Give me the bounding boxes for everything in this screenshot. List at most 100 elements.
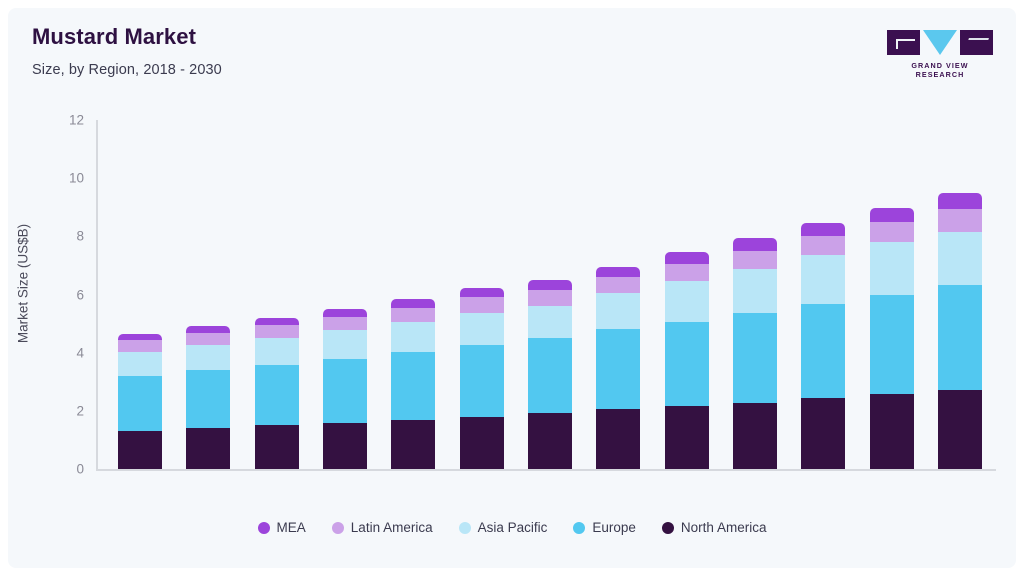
bar-segment-mea[interactable] [118,334,163,341]
bar-segment-europe[interactable] [869,294,914,394]
bar-segment-asia-pacific[interactable] [528,305,572,339]
bar-segment-north-america[interactable] [459,416,504,469]
bar-segment-asia-pacific[interactable] [596,293,641,330]
bar-segment-mea[interactable] [254,318,299,326]
bar-group[interactable]: 2029 [869,207,914,469]
bar-segment-europe[interactable] [391,352,436,421]
bar-segment-latin-america[interactable] [664,263,709,282]
stacked-bar[interactable]: $9.52030 [937,192,982,469]
legend-item-asia-pacific[interactable]: Asia Pacific [458,520,547,535]
bar-segment-mea[interactable] [323,308,368,317]
bar-segment-europe[interactable] [937,284,982,390]
bar-group[interactable]: 2021 [323,308,368,469]
bar-segment-north-america[interactable] [118,430,163,469]
logo-wordmark: GRAND VIEW RESEARCH [911,61,969,79]
bar-group[interactable]: 2023 [459,288,504,469]
bar-segment-asia-pacific[interactable] [664,281,709,322]
bar-segment-latin-america[interactable] [732,250,777,269]
bar-segment-north-america[interactable] [869,393,914,469]
bar-group[interactable]: $7.12025 [596,266,641,469]
bar-segment-europe[interactable] [801,303,846,399]
bar-segment-latin-america[interactable] [459,297,504,313]
legend-color-swatch-icon [661,521,674,534]
bar-segment-mea[interactable] [732,238,777,251]
stacked-bar[interactable]: 2026 [664,252,709,469]
bar-segment-europe[interactable] [664,321,709,407]
stacked-bar[interactable]: 2020 [254,318,299,469]
bar-segment-north-america[interactable] [732,402,777,469]
bar-segment-asia-pacific[interactable] [118,352,163,376]
bar-segment-mea[interactable] [459,288,504,298]
bar-segment-asia-pacific[interactable] [459,312,504,346]
stacked-bar[interactable]: 2027 [732,238,777,469]
bar-segment-latin-america[interactable] [801,236,846,256]
bar-group[interactable]: 2027 [732,238,777,469]
legend-item-latin-america[interactable]: Latin America [331,520,433,535]
stacked-bar[interactable]: 2022 [391,299,436,469]
stacked-bar[interactable]: 2028 [801,222,846,469]
bar-segment-north-america[interactable] [801,398,846,469]
bar-segment-latin-america[interactable] [596,277,641,294]
bar-segment-mea[interactable] [186,325,231,333]
bar-segment-europe[interactable] [528,338,572,414]
bar-group[interactable]: 2028 [801,222,846,469]
bar-segment-mea[interactable] [664,252,709,264]
bar-segment-mea[interactable] [801,222,846,237]
stacked-bar[interactable]: 2023 [459,288,504,469]
bar-segment-mea[interactable] [528,280,572,291]
bar-segment-asia-pacific[interactable] [254,338,299,366]
legend-item-europe[interactable]: Europe [573,520,636,535]
stacked-bar[interactable]: 2021 [323,308,368,469]
bar-group[interactable]: $6.72024 [528,280,572,469]
stacked-bar[interactable]: $6.72024 [528,280,572,469]
bar-segment-north-america[interactable] [186,427,231,469]
bar-group[interactable]: 2019 [186,325,231,469]
bar-segment-europe[interactable] [323,358,368,424]
bar-segment-latin-america[interactable] [323,316,368,331]
bar-segment-asia-pacific[interactable] [391,322,436,353]
bar-segment-latin-america[interactable] [869,221,914,243]
bar-segment-mea[interactable] [937,192,982,209]
bar-segment-north-america[interactable] [937,389,982,469]
stacked-bar[interactable]: 2019 [186,325,231,469]
bar-segment-europe[interactable] [732,313,777,403]
chart-header: Mustard Market Size, by Region, 2018 - 2… [32,24,222,78]
bar-segment-mea[interactable] [391,299,436,308]
y-axis-line [96,120,98,470]
bar-segment-asia-pacific[interactable] [186,345,231,371]
bar-segment-north-america[interactable] [596,409,641,469]
bar-segment-north-america[interactable] [528,413,572,469]
bar-segment-mea[interactable] [869,207,914,222]
bar-group[interactable]: 2022 [391,299,436,469]
bar-segment-latin-america[interactable] [391,307,436,323]
bar-segment-asia-pacific[interactable] [323,330,368,359]
bar-segment-north-america[interactable] [323,423,368,469]
bar-segment-north-america[interactable] [664,406,709,469]
bar-segment-europe[interactable] [459,345,504,417]
bar-group[interactable]: 2018 [118,334,163,469]
bar-segment-latin-america[interactable] [254,325,299,339]
legend-item-mea[interactable]: MEA [257,520,306,535]
legend-item-north-america[interactable]: North America [661,520,766,535]
bar-segment-latin-america[interactable] [118,340,163,353]
bar-segment-europe[interactable] [186,370,231,428]
stacked-bar[interactable]: 2018 [118,334,163,469]
bar-segment-latin-america[interactable] [937,208,982,232]
bar-segment-asia-pacific[interactable] [801,255,846,304]
bar-segment-europe[interactable] [596,329,641,410]
bar-segment-latin-america[interactable] [186,332,231,346]
bar-segment-asia-pacific[interactable] [732,268,777,314]
bar-group[interactable]: 2026 [664,252,709,469]
stacked-bar[interactable]: $7.12025 [596,266,641,469]
bar-group[interactable]: $9.52030 [937,192,982,469]
bar-segment-europe[interactable] [118,375,163,431]
stacked-bar[interactable]: 2029 [869,207,914,469]
bar-segment-latin-america[interactable] [528,290,572,306]
bar-segment-mea[interactable] [596,266,641,278]
bar-segment-north-america[interactable] [391,420,436,469]
bar-segment-asia-pacific[interactable] [869,242,914,295]
bar-segment-north-america[interactable] [254,425,299,469]
bar-group[interactable]: 2020 [254,318,299,469]
bar-segment-asia-pacific[interactable] [937,231,982,285]
bar-segment-europe[interactable] [254,365,299,426]
